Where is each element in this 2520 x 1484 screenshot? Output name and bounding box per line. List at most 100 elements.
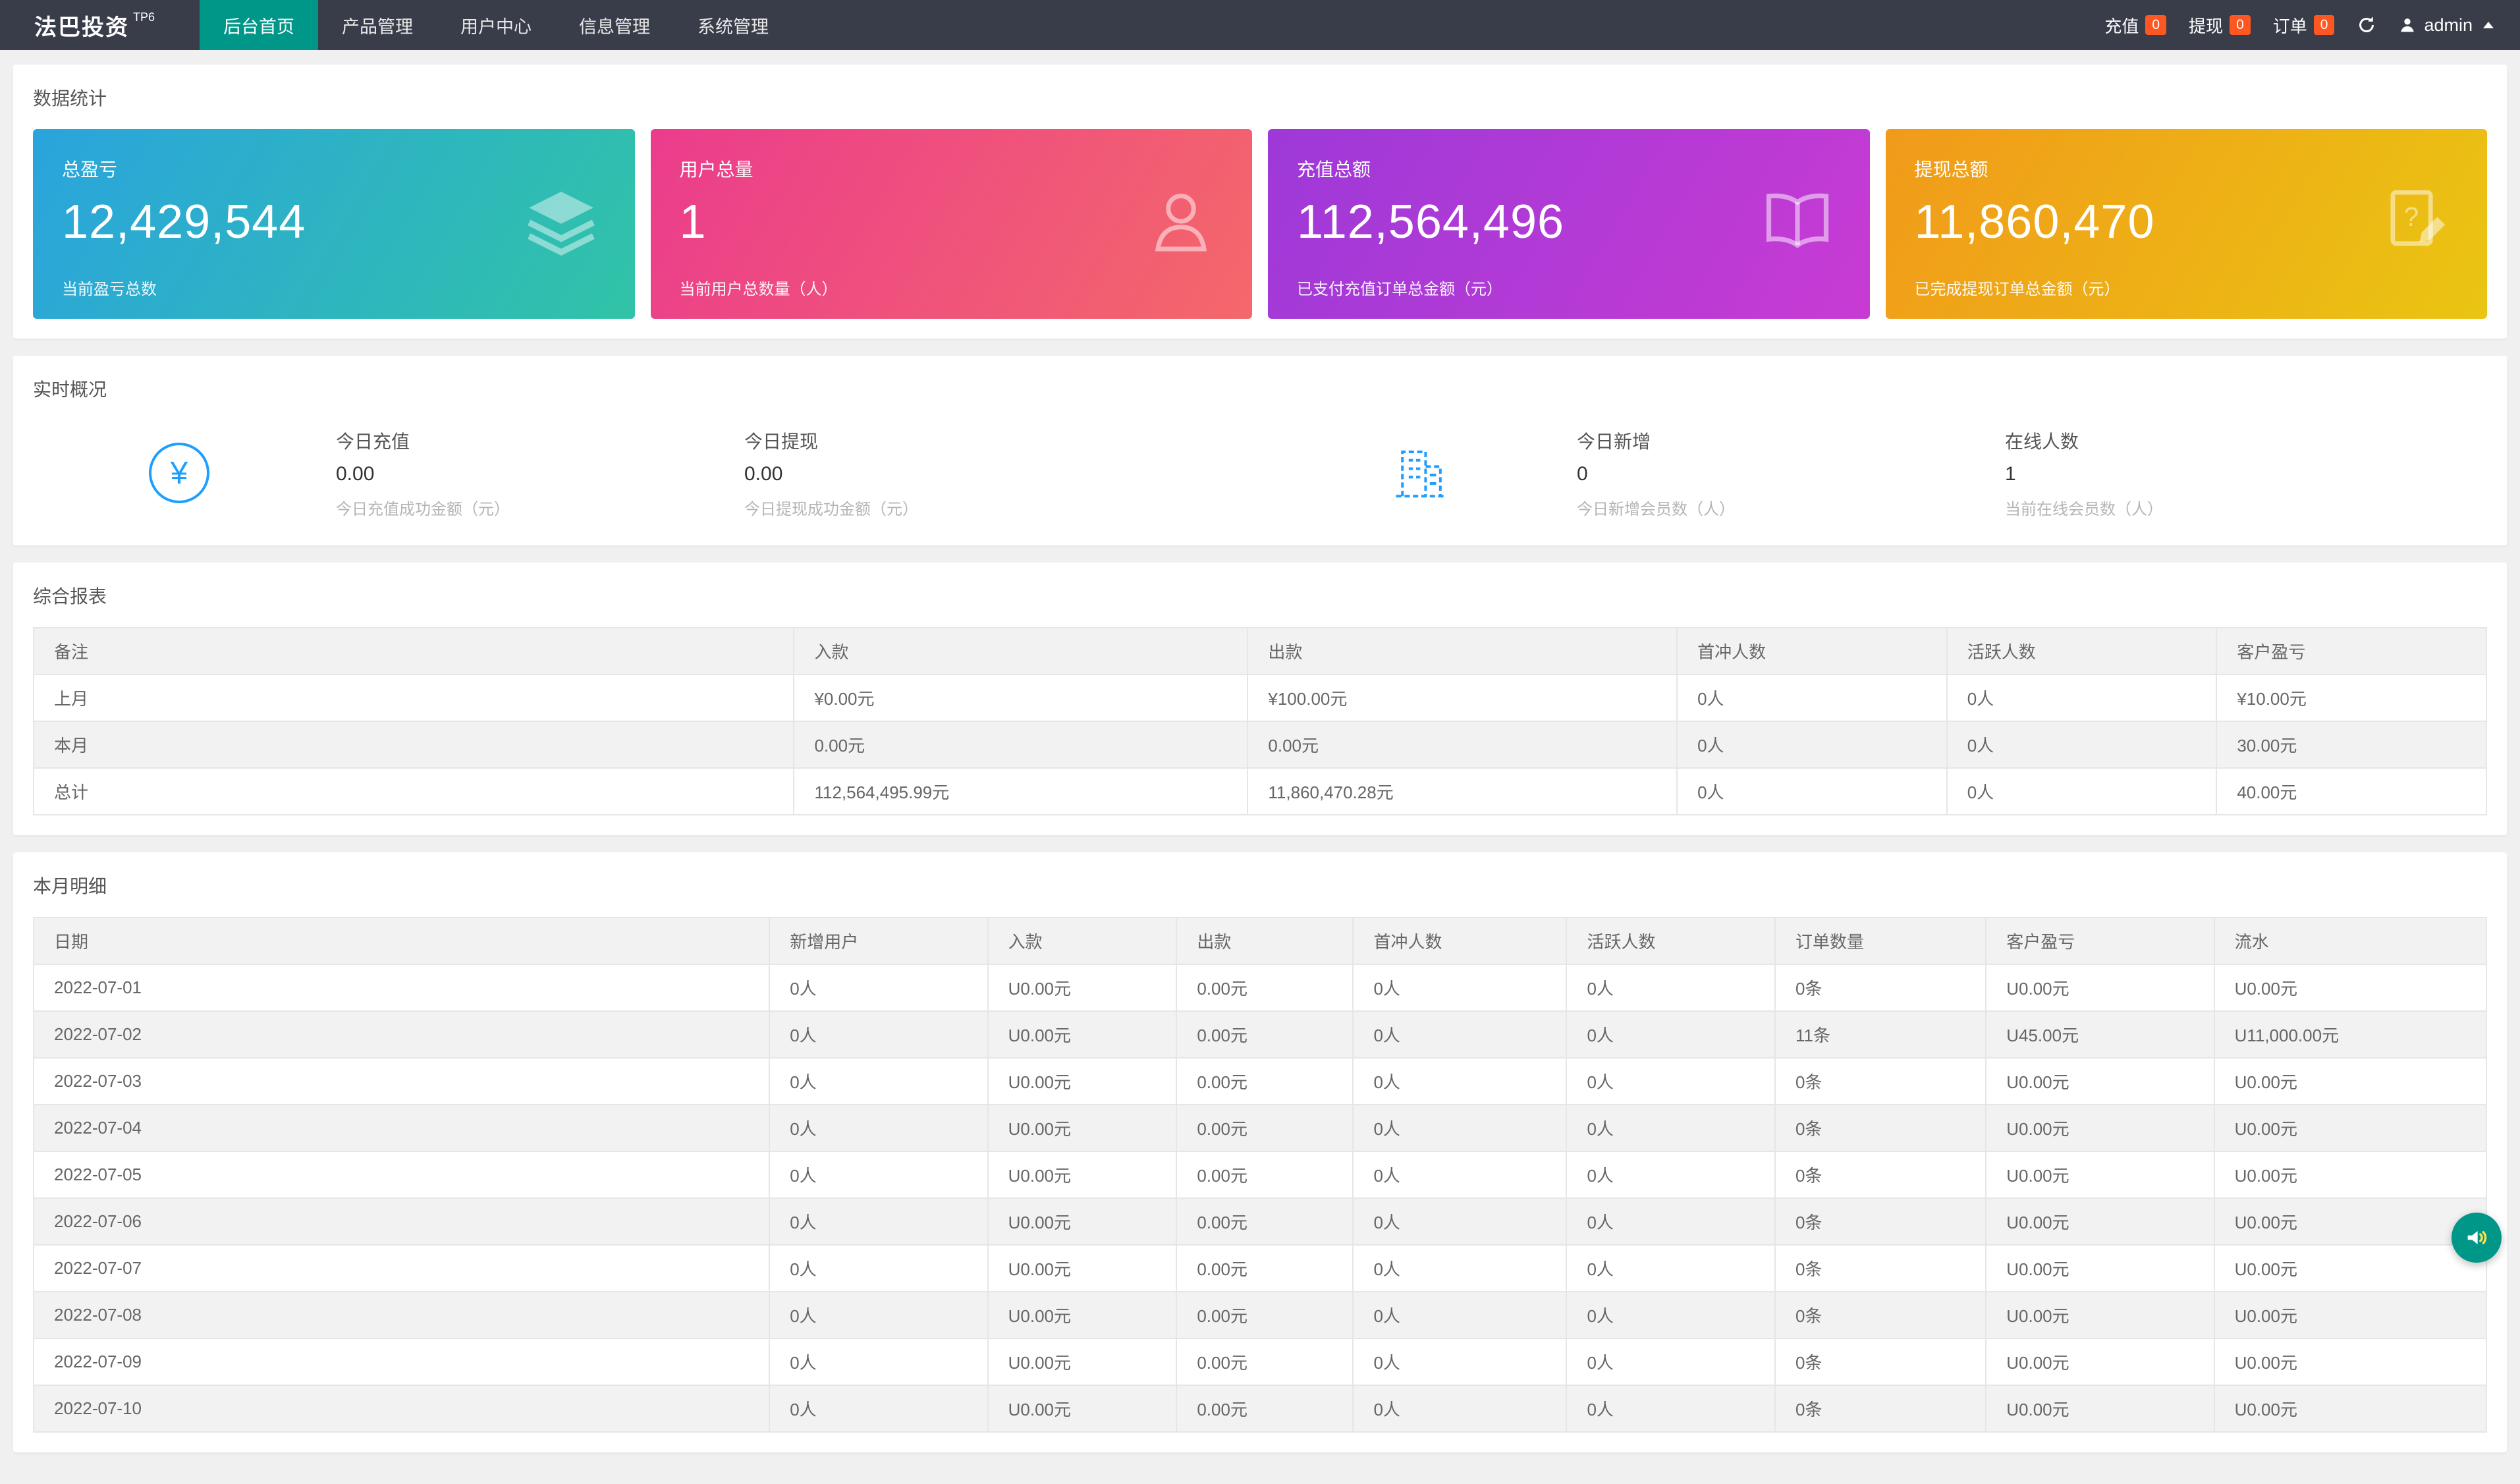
table-cell: U0.00元 — [2214, 1385, 2486, 1432]
realtime-item-value: 1 — [2005, 463, 2400, 485]
table-cell: 30.00元 — [2216, 721, 2486, 768]
table-cell: 2022-07-01 — [34, 964, 769, 1011]
column-header: 客户盈亏 — [2216, 628, 2486, 674]
refresh-icon[interactable] — [2357, 15, 2376, 35]
user-menu[interactable]: admin — [2399, 15, 2494, 36]
realtime-item-caption: 今日充值成功金额（元） — [336, 496, 744, 519]
realtime-item-title: 今日充值 — [336, 427, 744, 454]
brand-logo[interactable]: 法巴投资 TP6 — [34, 0, 155, 50]
stat-card-total-pnl: 总盈亏 12,429,544 当前盈亏总数 — [33, 129, 635, 319]
table-cell: 0条 — [1775, 1198, 1986, 1245]
table-cell: 0人 — [1947, 674, 2217, 721]
table-cell: 0人 — [1566, 1292, 1775, 1338]
table-cell: 0人 — [1677, 768, 1947, 815]
table-cell: U0.00元 — [1986, 1105, 2214, 1151]
table-cell: 0.00元 — [794, 721, 1247, 768]
table-cell: U45.00元 — [1986, 1011, 2214, 1058]
table-cell: 0人 — [1566, 1385, 1775, 1432]
table-cell: U0.00元 — [2214, 1151, 2486, 1198]
recharge-count-badge: 0 — [2145, 15, 2166, 35]
table-cell: U0.00元 — [1986, 1058, 2214, 1105]
table-cell: 0人 — [1566, 1058, 1775, 1105]
table-cell: U0.00元 — [988, 964, 1177, 1011]
table-row: 2022-07-070人U0.00元0.00元0人0人0条U0.00元U0.00… — [34, 1245, 2486, 1292]
column-header: 客户盈亏 — [1986, 918, 2214, 964]
table-cell: 0.00元 — [1176, 1058, 1353, 1105]
table-cell: 0条 — [1775, 1245, 1986, 1292]
column-header: 活跃人数 — [1947, 628, 2217, 674]
column-header: 备注 — [34, 628, 794, 674]
table-row: 本月0.00元0.00元0人0人30.00元 — [34, 721, 2486, 768]
table-cell: 0人 — [1947, 721, 2217, 768]
table-cell: 2022-07-03 — [34, 1058, 769, 1105]
realtime-item-title: 在线人数 — [2005, 427, 2400, 454]
brand-version: TP6 — [133, 11, 155, 24]
top-navbar: 法巴投资 TP6 后台首页 产品管理 用户中心 信息管理 系统管理 充值 0 提… — [0, 0, 2520, 50]
table-cell: 0.00元 — [1176, 1011, 1353, 1058]
menu-item-user-center[interactable]: 用户中心 — [437, 0, 555, 50]
realtime-item-title: 今日新增 — [1577, 427, 2005, 454]
menu-item-system[interactable]: 系统管理 — [674, 0, 792, 50]
table-cell: 2022-07-07 — [34, 1245, 769, 1292]
recharge-link[interactable]: 充值 0 — [2104, 13, 2166, 38]
table-cell: 0人 — [1353, 964, 1566, 1011]
building-icon — [1390, 441, 1456, 505]
table-cell: U0.00元 — [1986, 1292, 2214, 1338]
table-cell: U0.00元 — [988, 1385, 1177, 1432]
column-header: 首冲人数 — [1677, 628, 1947, 674]
user-icon — [1144, 184, 1218, 263]
table-cell: 0.00元 — [1247, 721, 1677, 768]
table-row: 总计112,564,495.99元11,860,470.28元0人0人40.00… — [34, 768, 2486, 815]
table-cell: 0人 — [769, 1245, 987, 1292]
table-cell: 0.00元 — [1176, 1105, 1353, 1151]
table-cell: 0人 — [1677, 674, 1947, 721]
table-cell: ¥0.00元 — [794, 674, 1247, 721]
stat-card-title: 总盈亏 — [62, 155, 606, 182]
table-cell: 0条 — [1775, 1151, 1986, 1198]
withdraw-link[interactable]: 提现 0 — [2189, 13, 2251, 38]
table-cell: 0人 — [1353, 1198, 1566, 1245]
table-cell: 0.00元 — [1176, 964, 1353, 1011]
table-row: 2022-07-090人U0.00元0.00元0人0人0条U0.00元U0.00… — [34, 1338, 2486, 1385]
table-row: 2022-07-010人U0.00元0.00元0人0人0条U0.00元U0.00… — [34, 964, 2486, 1011]
table-cell: 0人 — [1566, 1151, 1775, 1198]
table-cell: 0人 — [769, 1105, 987, 1151]
table-cell: 0人 — [1566, 1338, 1775, 1385]
stat-card-title: 提现总额 — [1915, 155, 2459, 182]
table-cell: 0人 — [1566, 1011, 1775, 1058]
stat-card-title: 充值总额 — [1297, 155, 1841, 182]
stat-card-caption: 当前盈亏总数 — [62, 276, 157, 299]
table-cell: 2022-07-08 — [34, 1292, 769, 1338]
table-cell: 0人 — [1353, 1338, 1566, 1385]
table-cell: 2022-07-02 — [34, 1011, 769, 1058]
section-title-summary: 综合报表 — [33, 582, 2487, 609]
table-cell: 总计 — [34, 768, 794, 815]
orders-count-badge: 0 — [2314, 15, 2335, 35]
table-cell: U0.00元 — [2214, 964, 2486, 1011]
notice-float-button[interactable] — [2452, 1213, 2502, 1263]
realtime-item-today-withdraw: 今日提现 0.00 今日提现成功金额（元） — [744, 427, 1390, 519]
yen-circle-icon: ¥ — [149, 443, 209, 503]
table-cell: U0.00元 — [1986, 1151, 2214, 1198]
table-cell: ¥100.00元 — [1247, 674, 1677, 721]
table-cell: 0人 — [1353, 1385, 1566, 1432]
orders-link[interactable]: 订单 0 — [2273, 13, 2335, 38]
table-row: 2022-07-030人U0.00元0.00元0人0人0条U0.00元U0.00… — [34, 1058, 2486, 1105]
document-edit-icon: ? — [2382, 186, 2453, 262]
stat-card-caption: 已支付充值订单总金额（元） — [1297, 276, 1502, 299]
table-cell: U0.00元 — [988, 1058, 1177, 1105]
table-cell: 2022-07-09 — [34, 1338, 769, 1385]
stat-card-value: 1 — [680, 195, 1224, 249]
table-cell: U0.00元 — [2214, 1338, 2486, 1385]
table-cell: U0.00元 — [2214, 1105, 2486, 1151]
menu-item-home[interactable]: 后台首页 — [200, 0, 318, 50]
table-cell: U0.00元 — [988, 1338, 1177, 1385]
table-cell: 0人 — [1566, 1245, 1775, 1292]
menu-item-products[interactable]: 产品管理 — [318, 0, 437, 50]
table-cell: 0条 — [1775, 964, 1986, 1011]
column-header: 新增用户 — [769, 918, 987, 964]
menu-item-info[interactable]: 信息管理 — [555, 0, 674, 50]
withdraw-count-badge: 0 — [2230, 15, 2251, 35]
table-cell: U0.00元 — [2214, 1058, 2486, 1105]
table-row: 2022-07-080人U0.00元0.00元0人0人0条U0.00元U0.00… — [34, 1292, 2486, 1338]
